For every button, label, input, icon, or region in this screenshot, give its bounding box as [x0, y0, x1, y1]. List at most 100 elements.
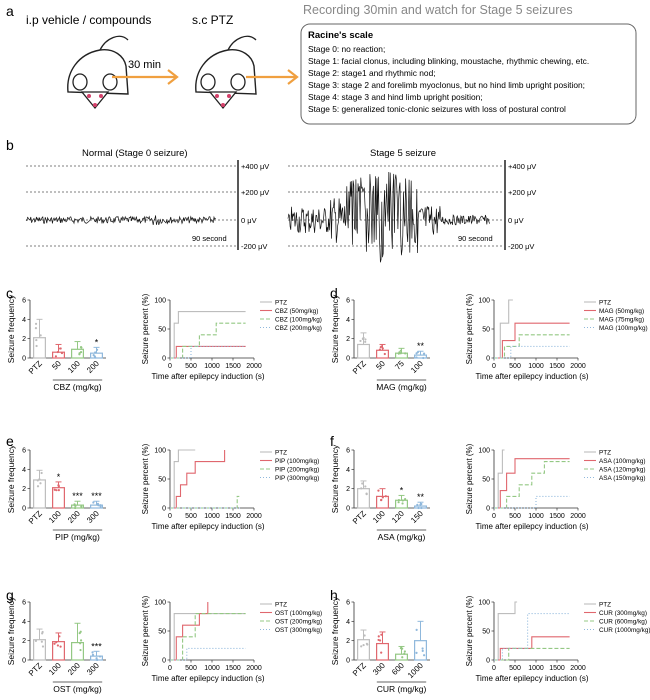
x-tick-label: 500 [509, 665, 521, 672]
y-tick-label: 50 [482, 327, 490, 334]
x-axis-label: Time after epilepcy induction (s) [475, 522, 588, 531]
data-point [360, 645, 363, 648]
data-point [91, 653, 95, 657]
x-tick-label: PTZ [351, 661, 368, 678]
data-point [384, 495, 387, 498]
y-tick-label: 50 [482, 477, 490, 484]
eeg-scale-400: +400 μV [241, 162, 269, 171]
x-tick-label: 200 [85, 359, 101, 375]
panel-label-h: h [330, 587, 338, 603]
x-tick-label: 600 [390, 661, 406, 677]
data-point [35, 338, 38, 342]
x-tick-label: PTZ [351, 509, 368, 526]
eeg-scale-0: 0 μV [241, 216, 257, 225]
y-tick-label: 0 [162, 356, 166, 363]
data-point [378, 348, 381, 351]
arrow-right-icon [246, 69, 299, 85]
data-point [401, 647, 404, 650]
data-point [397, 501, 400, 504]
x-tick-label: 1500 [549, 363, 565, 370]
legend-label: ASA (100mg/kg) [599, 458, 646, 465]
data-point [80, 505, 83, 508]
x-tick-label: 0 [168, 513, 172, 520]
data-point [403, 650, 406, 653]
data-point [404, 352, 407, 355]
data-point [364, 340, 367, 343]
x-tick-label: 300 [85, 661, 101, 677]
x-tick-label: 500 [509, 363, 521, 370]
x-tick-label: 2000 [246, 513, 262, 520]
significance-mark: *** [91, 641, 102, 651]
data-point [96, 502, 100, 505]
y-tick-label: 6 [22, 448, 26, 455]
data-point [57, 484, 60, 488]
data-point [39, 334, 42, 337]
y-tick-label: 0 [162, 658, 166, 665]
x-tick-label: 100 [47, 509, 63, 525]
bar-PTZ [33, 479, 46, 509]
step-sc-label: s.c PTZ [192, 13, 233, 27]
data-point [363, 634, 366, 637]
eeg-seizure-panel: +400 μV +200 μV 0 μV -200 μV 90 second [287, 160, 536, 263]
panel-label-b: b [6, 137, 14, 153]
significance-mark: *** [72, 491, 83, 501]
y-axis-label: Seizure percent (%) [141, 443, 150, 514]
legend-label: ASA (120mg/kg) [599, 467, 646, 474]
data-point [419, 503, 422, 506]
data-point [421, 649, 424, 652]
data-point [60, 351, 64, 355]
x-axis-label: MAG (mg/kg) [376, 382, 427, 392]
series-line [170, 345, 246, 359]
recording-title: Recording 30min and watch for Stage 5 se… [303, 3, 573, 17]
y-tick-label: 0 [486, 506, 490, 513]
bar-1000 [414, 640, 427, 661]
panel-label-a: a [6, 3, 14, 19]
x-tick-label: 1000 [528, 665, 544, 672]
eeg-seizure-title: Stage 5 seizure [370, 148, 436, 159]
data-point [54, 355, 58, 358]
data-point [422, 352, 426, 355]
data-point [55, 641, 58, 644]
x-axis-label: CUR (mg/kg) [377, 684, 427, 694]
data-point [364, 485, 367, 488]
legend-label: OST (300mg/kg) [275, 627, 322, 634]
eeg-normal-title: Normal (Stage 0 seizure) [82, 148, 188, 159]
x-tick-label: 1500 [225, 513, 241, 520]
y-tick-label: 100 [154, 448, 166, 455]
x-axis-label: CBZ (mg/kg) [53, 382, 101, 392]
bar-PTZ [33, 337, 46, 359]
series-line [494, 495, 570, 509]
y-axis-label: Seizure frequency [330, 294, 340, 363]
data-point [74, 506, 77, 510]
x-tick-label: 1000 [204, 363, 220, 370]
data-point [34, 327, 38, 330]
y-tick-label: 2 [346, 486, 350, 493]
x-tick-label: 1000 [204, 665, 220, 672]
data-point [79, 346, 83, 349]
y-axis-label: Seizure percent (%) [465, 595, 474, 666]
y-tick-label: 2 [346, 638, 350, 645]
racine-stage-4: Stage 4: stage 3 and hind limb upright p… [308, 92, 483, 102]
data-point [39, 482, 42, 485]
bar-200 [71, 641, 84, 661]
data-point [360, 487, 363, 490]
legend-label: CUR (300mg/kg) [599, 610, 647, 617]
panel-label-c: c [6, 285, 13, 301]
significance-mark: * [57, 472, 61, 482]
racine-stage-2: Stage 2: stage1 and rhythmic nod; [308, 68, 436, 78]
x-tick-label: PTZ [27, 359, 44, 376]
data-point [36, 479, 39, 482]
y-tick-label: 0 [346, 506, 350, 513]
x-tick-label: 500 [509, 513, 521, 520]
data-point [415, 352, 418, 355]
data-point [416, 503, 419, 506]
y-tick-label: 0 [22, 658, 26, 665]
series-line [494, 647, 570, 661]
data-point [79, 648, 82, 652]
data-point [403, 652, 406, 655]
legend-label: PTZ [275, 450, 287, 457]
eeg-scale-neg200: -200 μV [241, 242, 267, 251]
